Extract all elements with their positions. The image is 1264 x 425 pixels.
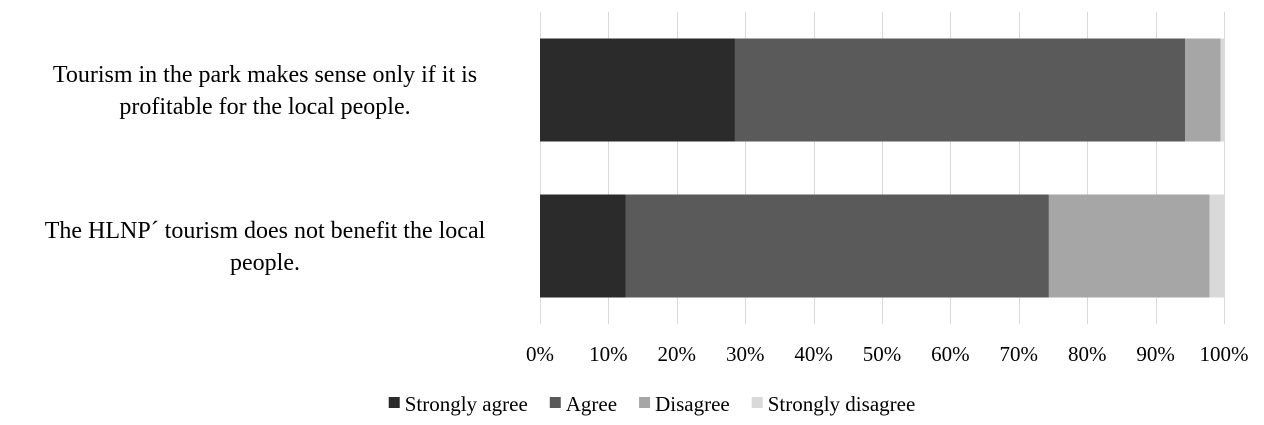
category-label: Tourism in the park makes sense only if … xyxy=(53,62,477,120)
legend: Strongly agree Agree Disagree Strongly disa… xyxy=(388,392,916,416)
category-label-line: profitable for the local people. xyxy=(119,94,410,120)
category-label-line: people. xyxy=(230,250,300,276)
bar-segment xyxy=(1048,194,1210,298)
legend-label: Agree xyxy=(566,392,617,416)
x-tick-label: 30% xyxy=(726,342,765,366)
bar-segment xyxy=(625,194,1049,298)
legend-item: Strongly agree xyxy=(388,392,528,416)
bar-segment xyxy=(1220,38,1224,142)
legend-swatch xyxy=(639,397,651,408)
legend-label: Strongly disagree xyxy=(768,392,916,416)
category-labels: Tourism in the park makes sense only if … xyxy=(45,62,486,276)
x-tick-label: 90% xyxy=(1136,342,1175,366)
bar-segment xyxy=(540,38,735,142)
x-tick-label: 100% xyxy=(1200,342,1249,366)
x-axis-tick-labels: 0% 10% 20% 30% 40% 50% 60% 70% 80% 90% 100% xyxy=(526,342,1249,366)
bar-segment xyxy=(540,194,626,298)
bar-segment xyxy=(1209,194,1224,298)
x-tick-label: 20% xyxy=(658,342,697,366)
legend-label: Strongly agree xyxy=(405,392,528,416)
legend-swatch xyxy=(549,397,561,408)
x-tick-label: 60% xyxy=(931,342,970,366)
legend-label: Disagree xyxy=(655,392,730,416)
legend-swatch xyxy=(388,397,400,408)
x-tick-label: 80% xyxy=(1068,342,1107,366)
bar-segment xyxy=(734,38,1186,142)
x-tick-label: 50% xyxy=(863,342,902,366)
x-tick-label: 40% xyxy=(794,342,833,366)
x-tick-label: 70% xyxy=(1000,342,1039,366)
category-label: The HLNP´ tourism does not benefit the l… xyxy=(45,218,486,276)
x-tick-label: 10% xyxy=(589,342,628,366)
legend-item: Strongly disagree xyxy=(751,392,916,416)
legend-item: Disagree xyxy=(639,392,730,416)
legend-item: Agree xyxy=(549,392,617,416)
bars xyxy=(540,38,1224,298)
category-label-line: The HLNP´ tourism does not benefit the l… xyxy=(45,218,486,244)
bar-segment xyxy=(1185,38,1221,142)
legend-swatch xyxy=(751,397,763,408)
category-label-line: Tourism in the park makes sense only if … xyxy=(53,62,477,88)
x-tick-label: 0% xyxy=(526,342,554,366)
